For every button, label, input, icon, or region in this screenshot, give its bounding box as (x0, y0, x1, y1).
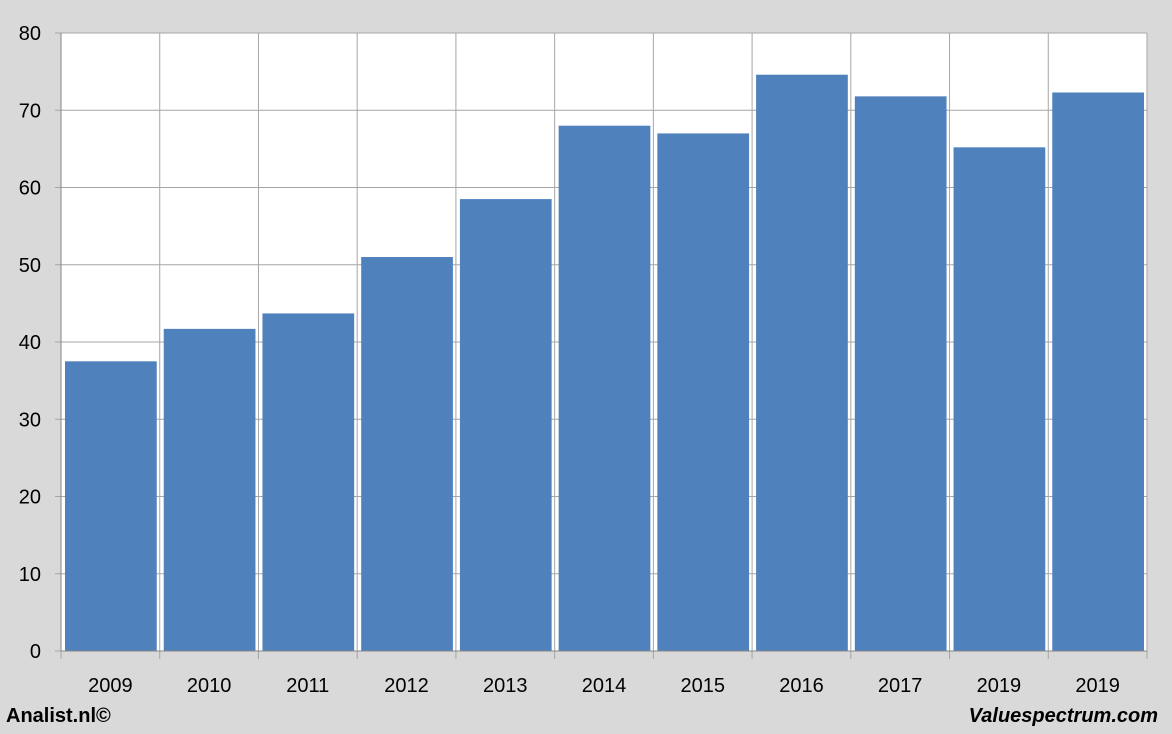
y-tick-label: 70 (19, 100, 41, 122)
y-tick-label: 30 (19, 409, 41, 431)
x-tick-label: 2009 (88, 675, 133, 697)
bar (361, 257, 453, 651)
bar (65, 361, 157, 651)
bar (756, 74, 848, 652)
x-tick-label: 2010 (187, 675, 232, 697)
x-tick-label: 2019 (977, 675, 1022, 697)
y-tick-label: 60 (19, 178, 41, 200)
y-tick-label: 80 (19, 23, 41, 45)
footer-right-credit: Valuespectrum.com (968, 705, 1158, 727)
x-tick-label: 2017 (878, 675, 923, 697)
bar (459, 199, 552, 651)
y-tick-label: 10 (19, 564, 41, 586)
y-tick-label: 20 (19, 487, 41, 509)
x-tick-label: 2014 (582, 675, 627, 697)
bar (1052, 92, 1144, 652)
bar (657, 133, 750, 652)
y-tick-label: 50 (19, 255, 41, 277)
x-tick-label: 2013 (483, 675, 528, 697)
plot-area: 0 10 20 30 40 50 60 70 80 2009 2010 2011 2012 2013 201… (19, 23, 1148, 697)
y-tick-label: 40 (19, 332, 41, 354)
footer-left-credit: Analist.nl© (6, 705, 111, 727)
x-tick-label: 2016 (779, 675, 824, 697)
bar (953, 147, 1046, 651)
y-tick-label: 0 (30, 641, 41, 663)
x-tick-label: 2011 (286, 675, 329, 697)
bar (163, 328, 256, 651)
bar (854, 96, 947, 652)
x-tick-label: 2012 (384, 675, 429, 697)
bar (558, 125, 651, 651)
bar-chart: 0 10 20 30 40 50 60 70 80 2009 2010 2011 2012 2013 201… (19, 23, 1148, 697)
x-tick-label: 2015 (680, 675, 725, 697)
x-tick-label: 2019 (1075, 675, 1120, 697)
bar (262, 313, 355, 651)
